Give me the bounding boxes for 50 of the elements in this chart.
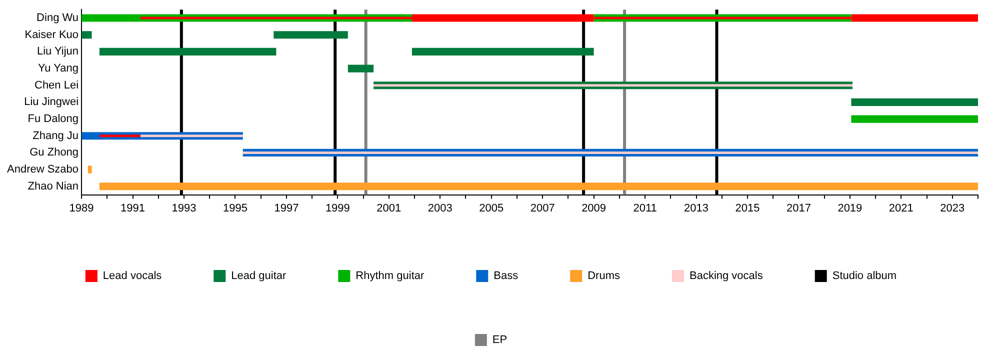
bar bbox=[99, 134, 140, 138]
x-tick-label: 1989 bbox=[69, 202, 94, 214]
y-tick-label: Fu Dalong bbox=[28, 113, 79, 126]
x-tick-label: 2023 bbox=[940, 202, 965, 214]
x-tick-label: 2019 bbox=[838, 202, 862, 214]
legend-label: Rhythm guitar bbox=[356, 270, 424, 282]
legend-label: Lead guitar bbox=[231, 270, 287, 282]
x-tick-label: 1997 bbox=[274, 202, 299, 214]
legend-label: Studio album bbox=[832, 270, 897, 282]
x-tick-label: 2007 bbox=[530, 202, 555, 214]
bar bbox=[374, 84, 852, 87]
x-tick-label: 2015 bbox=[735, 202, 760, 214]
x-tick-label: 1995 bbox=[222, 202, 248, 214]
y-tick-label: Ding Wu bbox=[36, 12, 79, 24]
bar bbox=[88, 166, 92, 174]
x-tick-label: 2001 bbox=[376, 202, 402, 214]
y-tick-label: Gu Zhong bbox=[30, 146, 79, 159]
y-tick-label: Liu Jingwei bbox=[24, 96, 79, 108]
legend-label: Drums bbox=[588, 270, 620, 282]
x-tick-label: 2003 bbox=[428, 202, 452, 214]
x-tick-label: 2011 bbox=[633, 202, 657, 214]
y-tick-label: Yu Yang bbox=[38, 62, 79, 75]
y-tick-label: Zhang Ju bbox=[32, 130, 79, 142]
y-tick-label: Zhao Nian bbox=[28, 180, 79, 192]
bar bbox=[99, 48, 276, 56]
bar bbox=[99, 182, 978, 190]
bar bbox=[274, 31, 348, 39]
bar bbox=[851, 115, 978, 123]
bar bbox=[348, 64, 374, 72]
x-tick-label: 1999 bbox=[325, 202, 350, 214]
legend-label: Bass bbox=[494, 270, 519, 282]
legend-label: Backing vocals bbox=[689, 270, 764, 282]
bar bbox=[140, 134, 243, 138]
y-tick-label: Chen Lei bbox=[34, 79, 79, 92]
bar bbox=[412, 48, 594, 56]
x-tick-label: 2013 bbox=[684, 202, 708, 214]
legend-label: Lead vocals bbox=[102, 270, 162, 282]
x-tick-label: 2021 bbox=[888, 202, 914, 214]
x-tick-label: 2005 bbox=[479, 202, 504, 214]
x-tick-label: 1993 bbox=[172, 202, 196, 214]
bar bbox=[242, 151, 978, 154]
y-tick-label: Andrew Szabo bbox=[6, 164, 79, 176]
bar bbox=[82, 31, 92, 39]
x-tick-label: 2009 bbox=[582, 202, 606, 214]
y-tick-label: Liu Yijun bbox=[36, 46, 79, 58]
legend-label: EP bbox=[492, 334, 508, 346]
bar bbox=[851, 98, 978, 106]
y-tick-label: Kaiser Kuo bbox=[24, 28, 79, 41]
x-tick-label: 1991 bbox=[120, 202, 146, 214]
x-tick-label: 2017 bbox=[786, 202, 811, 214]
